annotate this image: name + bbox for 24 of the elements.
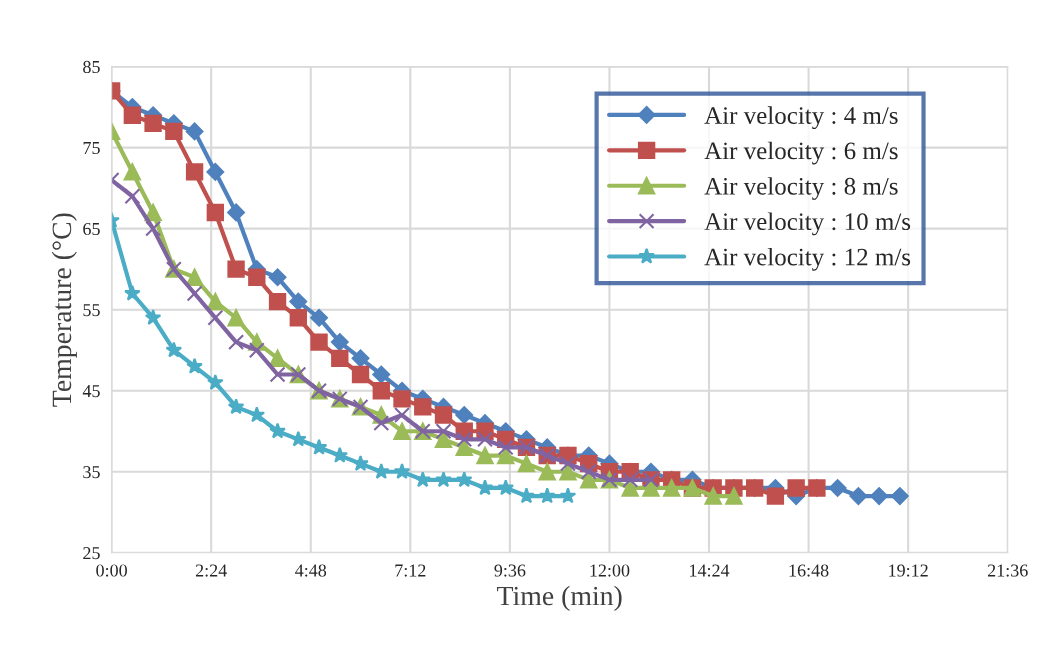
x-tick-label: 0:00 (96, 564, 127, 577)
x-tick-label: 19:12 (889, 564, 928, 577)
x-tick-label: 9:36 (494, 564, 526, 577)
x-tick-label: 21:36 (987, 564, 1028, 577)
y-tick-label: 65 (83, 222, 100, 236)
y-tick-label: 55 (83, 304, 100, 317)
y-tick-label: 75 (83, 142, 100, 155)
legend-label: Air velocity : 8 m/s (704, 177, 898, 200)
x-tick-label: 7:12 (395, 564, 426, 577)
legend-label: Air velocity : 6 m/s (704, 141, 898, 165)
x-tick-label: 4:48 (295, 564, 327, 577)
y-tick-label: 25 (83, 547, 100, 560)
y-axis-title: Temperature (°C) (51, 213, 77, 407)
legend-label: Air velocity : 4 m/s (704, 106, 898, 130)
y-tick-label: 85 (83, 60, 100, 74)
y-tick-label: 35 (83, 466, 100, 479)
y-tick-label: 45 (82, 385, 100, 398)
legend-label: Air velocity : 12 m/s (704, 247, 911, 271)
x-tick-label: 16:48 (789, 564, 829, 577)
x-tick-label: 2:24 (195, 564, 227, 577)
legend-label: Air velocity : 10 m/s (704, 212, 911, 236)
x-axis-title: Time (min) (497, 585, 622, 612)
x-tick-label: 14:24 (690, 564, 730, 577)
x-tick-label: 12:00 (590, 564, 630, 577)
